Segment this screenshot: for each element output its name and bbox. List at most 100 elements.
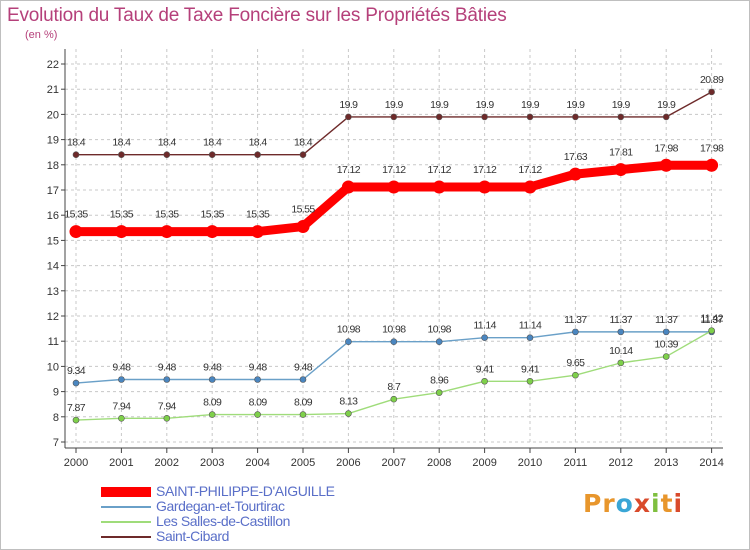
data-label: 7.94 <box>112 400 131 412</box>
data-label: 15.35 <box>64 209 88 221</box>
data-label: 17.81 <box>609 147 633 159</box>
data-point <box>118 376 125 383</box>
data-point <box>387 180 401 194</box>
data-label: 11.14 <box>519 320 542 332</box>
data-point <box>708 88 715 96</box>
logo-letter: t <box>660 489 674 518</box>
data-point <box>118 415 125 422</box>
data-label: 15.55 <box>291 204 315 216</box>
x-tick-label: 2000 <box>64 457 88 469</box>
x-tick-label: 2009 <box>472 457 496 469</box>
data-label: 10.98 <box>428 324 452 336</box>
legend-label: Gardegan-et-Tourtirac <box>156 498 285 514</box>
data-label: 17.63 <box>564 151 588 163</box>
data-point <box>69 225 83 239</box>
y-tick-label: 10 <box>47 361 59 373</box>
data-label: 20.89 <box>700 74 724 86</box>
y-tick-label: 9 <box>53 387 59 399</box>
data-label: 18.4 <box>112 137 131 149</box>
data-label: 10.39 <box>655 339 679 351</box>
data-label: 18.4 <box>249 137 268 149</box>
data-label: 8.09 <box>249 397 268 409</box>
logo-letter: r <box>602 489 616 518</box>
data-label: 11.42 <box>700 313 723 325</box>
y-tick-label: 21 <box>47 84 59 96</box>
data-point <box>435 389 443 396</box>
data-label: 18.4 <box>203 137 222 149</box>
data-label: 17.98 <box>655 142 679 154</box>
data-label: 9.48 <box>249 362 268 374</box>
data-label: 15.35 <box>201 209 225 221</box>
data-label: 18.4 <box>67 137 86 149</box>
data-point <box>345 338 352 346</box>
x-tick-label: 2007 <box>382 457 406 469</box>
x-tick-label: 2010 <box>518 457 542 469</box>
legend-item: Saint-Cibard <box>101 529 335 544</box>
x-tick-label: 2001 <box>109 457 133 469</box>
data-point <box>254 411 261 418</box>
data-label: 17.12 <box>382 164 406 176</box>
data-label: 11.37 <box>564 314 587 326</box>
data-point <box>251 225 265 239</box>
data-label: 9.48 <box>158 362 177 374</box>
chart-title: Evolution du Taux de Taxe Foncière sur l… <box>7 5 507 26</box>
legend-label: Saint-Cibard <box>156 528 230 544</box>
data-point <box>568 167 582 181</box>
data-label: 11.14 <box>473 320 496 332</box>
data-label: 19.9 <box>476 99 495 111</box>
y-tick-label: 7 <box>53 437 59 449</box>
x-tick-label: 2014 <box>699 457 723 469</box>
x-tick-label: 2008 <box>427 457 451 469</box>
data-label: 9.48 <box>203 362 222 374</box>
data-label: 11.37 <box>610 314 633 326</box>
data-point <box>208 376 216 383</box>
data-label: 19.9 <box>521 99 540 111</box>
data-label: 10.98 <box>337 324 361 336</box>
data-label: 9.41 <box>521 363 540 375</box>
y-tick-label: 12 <box>47 311 59 323</box>
data-point <box>478 180 492 194</box>
logo-letter: i <box>673 489 684 518</box>
data-label: 17.98 <box>700 142 724 154</box>
data-point <box>345 113 352 121</box>
y-tick-label: 19 <box>47 135 59 147</box>
data-point <box>345 410 352 417</box>
x-tick-label: 2004 <box>245 457 269 469</box>
data-label: 9.48 <box>294 362 313 374</box>
x-tick-label: 2006 <box>336 457 360 469</box>
data-label: 18.4 <box>294 137 313 149</box>
data-label: 7.94 <box>158 400 177 412</box>
data-point <box>526 377 534 385</box>
data-label: 15.35 <box>110 209 134 221</box>
x-tick-label: 2005 <box>291 457 315 469</box>
data-point <box>572 371 579 379</box>
data-label: 19.9 <box>612 99 631 111</box>
data-label: 10.98 <box>382 324 406 336</box>
data-point <box>659 158 673 172</box>
y-tick-label: 8 <box>53 412 59 424</box>
data-point <box>614 163 628 177</box>
data-point <box>662 328 670 336</box>
data-label: 19.9 <box>657 99 676 111</box>
data-point <box>208 411 216 418</box>
data-label: 15.35 <box>155 209 179 221</box>
logo-letter: i <box>651 489 661 518</box>
data-point <box>662 353 670 360</box>
y-tick-label: 15 <box>47 235 59 247</box>
x-tick-label: 2011 <box>564 457 588 469</box>
proxiti-logo: Proxiti <box>583 489 683 518</box>
y-tick-label: 14 <box>47 261 59 273</box>
data-label: 17.12 <box>428 164 452 176</box>
data-point <box>526 113 534 121</box>
legend-label: SAINT-PHILIPPE-D'AIGUILLE <box>156 483 335 499</box>
legend-swatch <box>101 520 151 523</box>
data-label: 19.9 <box>385 99 404 111</box>
logo-letter: o <box>615 489 634 518</box>
data-point <box>662 113 670 121</box>
data-label: 8.7 <box>387 381 401 393</box>
data-label: 19.9 <box>566 99 585 111</box>
data-point <box>254 151 261 159</box>
data-point <box>617 359 625 367</box>
data-point <box>296 220 310 234</box>
data-label: 19.9 <box>339 99 358 111</box>
